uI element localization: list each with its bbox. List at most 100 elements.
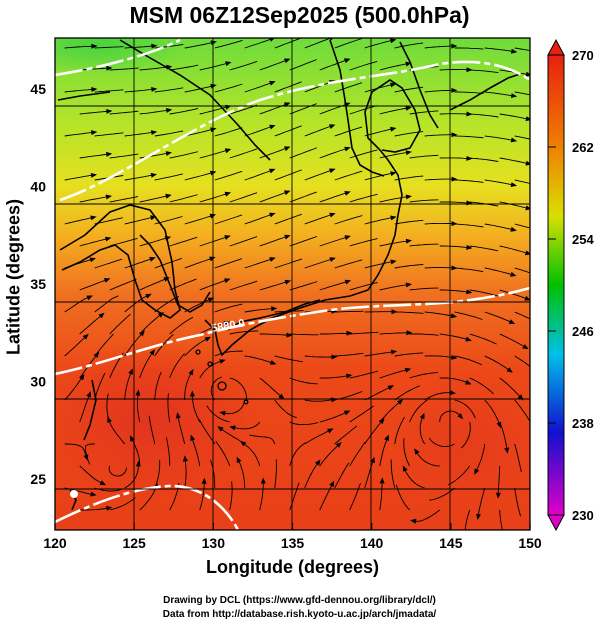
- streamline: [334, 170, 363, 181]
- streamline: [499, 113, 529, 120]
- wind-arrowhead: [269, 360, 277, 365]
- streamline: [274, 459, 277, 489]
- streamline: [464, 509, 471, 530]
- streamline: [454, 47, 484, 50]
- wind-arrowhead: [449, 390, 456, 396]
- streamline: [124, 174, 154, 181]
- streamline: [210, 459, 216, 488]
- streamline: [124, 294, 149, 313]
- wind-arrowhead: [390, 349, 398, 355]
- streamline: [404, 468, 425, 489]
- streamline: [64, 88, 94, 93]
- streamline: [514, 47, 530, 52]
- streamline: [199, 193, 228, 203]
- colorbar-min-arrow: [547, 514, 565, 532]
- streamline: [419, 416, 426, 445]
- streamline: [79, 314, 102, 335]
- streamline: [259, 147, 287, 159]
- streamline: [439, 289, 469, 293]
- wind-arrowhead: [269, 168, 276, 174]
- streamline: [289, 421, 319, 426]
- wind-arrowhead: [151, 87, 158, 92]
- streamline: [274, 355, 303, 363]
- streamline: [229, 280, 258, 291]
- streamline: [214, 258, 243, 269]
- wind-arrowhead: [466, 244, 473, 250]
- streamline: [484, 47, 514, 52]
- colorbar-tick-label: 254: [572, 232, 594, 247]
- streamline: [460, 421, 471, 449]
- streamline: [454, 355, 483, 366]
- streamline: [139, 314, 162, 335]
- streamline: [223, 399, 246, 415]
- streamline: [108, 465, 128, 477]
- wind-arrowhead: [457, 413, 464, 420]
- x-tick-labels: 120 125 130 135 140 145 150: [43, 523, 542, 551]
- wind-arrowhead: [466, 111, 473, 117]
- streamline: [79, 110, 109, 115]
- wind-arrowhead: [271, 306, 278, 312]
- streamline: [165, 437, 171, 466]
- wind-arrowhead: [506, 367, 513, 373]
- streamline: [469, 289, 499, 297]
- wind-arrowhead: [150, 172, 157, 178]
- streamline: [319, 332, 349, 335]
- wind-arrowhead: [103, 278, 111, 283]
- wind-arrowhead: [82, 333, 89, 340]
- streamline: [79, 196, 109, 203]
- wind-arrowhead: [390, 215, 397, 221]
- streamline: [169, 236, 198, 247]
- streamline: [319, 281, 348, 291]
- wind-arrowhead: [419, 412, 425, 420]
- streamline: [349, 105, 378, 115]
- streamline: [319, 147, 348, 159]
- warm-region-west: [55, 340, 260, 500]
- streamline: [109, 313, 131, 335]
- wind-arrowhead: [450, 313, 458, 319]
- wind-arrowhead: [344, 235, 351, 241]
- streamline: [214, 39, 243, 49]
- wind-arrowhead: [390, 171, 397, 177]
- streamline: [304, 38, 332, 49]
- wind-arrowhead: [525, 71, 530, 77]
- wind-arrowhead: [466, 155, 473, 161]
- wind-arrowhead: [331, 354, 338, 360]
- streamline: [484, 311, 512, 323]
- streamline: [169, 316, 194, 335]
- streamline: [289, 281, 318, 291]
- streamline: [109, 497, 136, 511]
- colorbar-tick-label: 230: [572, 508, 594, 523]
- wind-streamlines: [64, 38, 530, 530]
- streamline: [394, 86, 424, 93]
- wind-arrowhead: [145, 293, 152, 299]
- streamline: [139, 66, 169, 71]
- streamline: [394, 352, 424, 357]
- wind-arrowhead: [390, 259, 397, 265]
- wind-arrowhead: [476, 513, 481, 520]
- wind-arrowhead: [135, 389, 141, 396]
- streamline: [64, 336, 87, 357]
- streamline: [379, 107, 408, 115]
- streamline: [274, 258, 303, 269]
- streamline: [154, 173, 183, 181]
- credit-drawing: Drawing by DCL (https://www.gfd-dennou.o…: [163, 595, 436, 606]
- wind-arrowhead: [182, 455, 188, 462]
- wind-arrowhead: [99, 480, 107, 486]
- wind-arrowhead: [510, 137, 518, 143]
- streamline: [184, 338, 208, 357]
- streamline: [439, 410, 461, 423]
- streamline: [497, 465, 501, 495]
- streamline: [229, 236, 258, 247]
- streamline: [79, 465, 103, 484]
- wind-arrowhead: [329, 257, 336, 262]
- streamline: [499, 333, 526, 348]
- wind-arrowhead: [284, 190, 291, 196]
- streamline: [484, 355, 510, 371]
- wind-arrowhead: [284, 58, 291, 64]
- streamline: [244, 308, 274, 313]
- streamline: [304, 169, 332, 181]
- streamline: [214, 214, 243, 225]
- streamline: [319, 236, 348, 247]
- wind-arrowhead: [329, 124, 336, 129]
- wind-arrowhead: [105, 236, 112, 242]
